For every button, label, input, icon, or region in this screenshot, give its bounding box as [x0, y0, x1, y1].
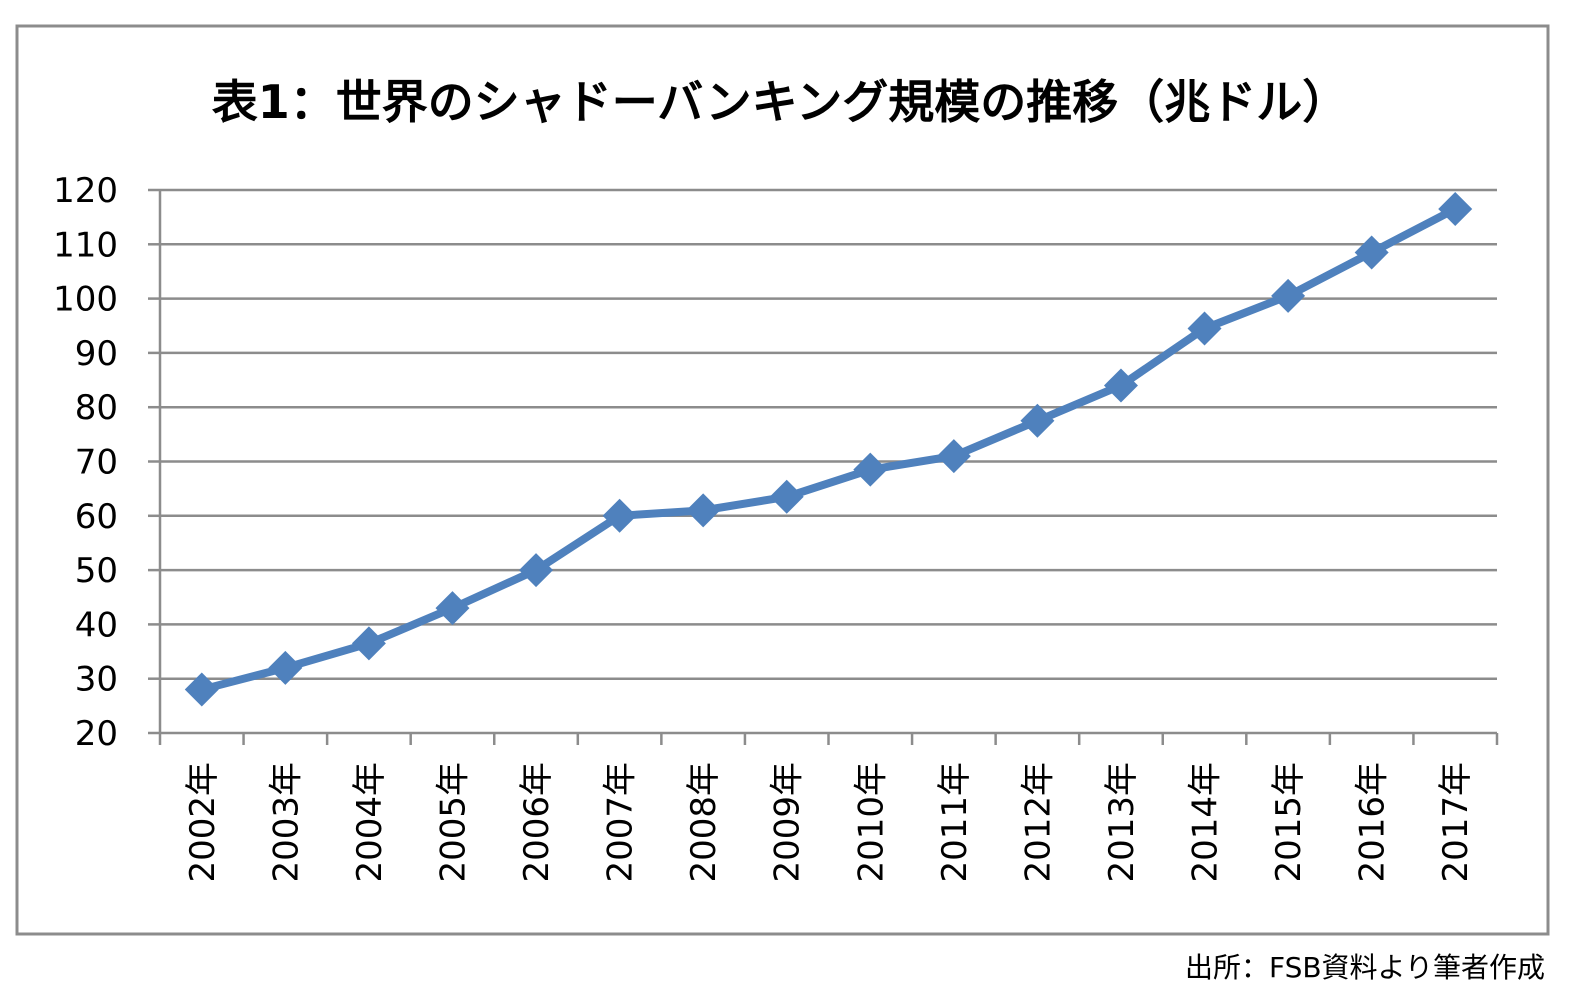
x-tick-label: 2003年	[266, 762, 306, 883]
data-point-2002年	[184, 672, 219, 707]
x-tick-label: 2014年	[1186, 762, 1226, 883]
data-point-2016年	[1354, 235, 1389, 270]
source-note-wrapper: 出所：FSB資料より筆者作成	[1185, 946, 1545, 986]
y-tick-label: 60	[75, 497, 118, 537]
x-tick-label: 2016年	[1353, 762, 1393, 883]
y-tick-label: 40	[75, 605, 118, 645]
data-point-2011年	[936, 439, 971, 474]
data-point-2008年	[686, 493, 721, 528]
data-point-2004年	[351, 626, 386, 661]
data-point-2007年	[602, 498, 637, 533]
data-point-2014年	[1187, 311, 1222, 346]
x-tick-label: 2004年	[350, 762, 390, 883]
data-point-2017年	[1438, 192, 1473, 227]
y-tick-label: 120	[53, 171, 118, 211]
data-point-2005年	[435, 591, 470, 626]
x-tick-label: 2012年	[1018, 762, 1058, 883]
x-tick-label: 2017年	[1436, 762, 1476, 883]
data-point-2003年	[268, 650, 303, 685]
y-tick-label: 20	[75, 714, 118, 754]
x-tick-label: 2009年	[768, 762, 808, 883]
x-tick-label: 2013年	[1102, 762, 1142, 883]
y-tick-label: 50	[75, 551, 118, 591]
data-point-2012年	[1020, 403, 1055, 438]
y-tick-label: 90	[75, 334, 118, 374]
data-point-2015年	[1271, 278, 1306, 313]
x-tick-label: 2008年	[684, 762, 724, 883]
y-tick-label: 80	[75, 388, 118, 428]
chart-title: 表1：世界のシャドーバンキング規模の推移（兆ドル）	[212, 75, 1348, 129]
data-point-2006年	[519, 553, 554, 588]
x-axis: 2002年 2003年 2004年 2005年 2006年 2007年 2008年 2009年…	[158, 731, 1499, 883]
x-tick-label: 2005年	[433, 762, 473, 883]
y-axis: 20 30 40 50 60 70 80 90 100 110 120	[53, 171, 162, 754]
x-tick-label: 2007年	[601, 762, 641, 883]
x-tick-label: 2010年	[851, 762, 891, 883]
x-tick-label: 2011年	[935, 762, 975, 883]
y-tick-label: 100	[53, 280, 118, 320]
gridlines	[160, 188, 1497, 680]
y-tick-label: 70	[75, 443, 118, 483]
data-point-2010年	[853, 452, 888, 487]
y-tick-label: 110	[53, 225, 118, 265]
source-note: 出所：FSB資料より筆者作成	[1184, 951, 1545, 984]
data-point-2009年	[769, 479, 804, 514]
chart-frame	[15, 24, 1550, 936]
series-group	[184, 192, 1473, 707]
data-point-2013年	[1103, 368, 1138, 403]
y-tick-label: 30	[75, 660, 118, 700]
x-tick-label: 2002年	[183, 762, 223, 883]
x-tick-label: 2015年	[1269, 762, 1309, 883]
x-tick-label: 2006年	[517, 762, 557, 883]
series-line-0	[200, 205, 1458, 694]
